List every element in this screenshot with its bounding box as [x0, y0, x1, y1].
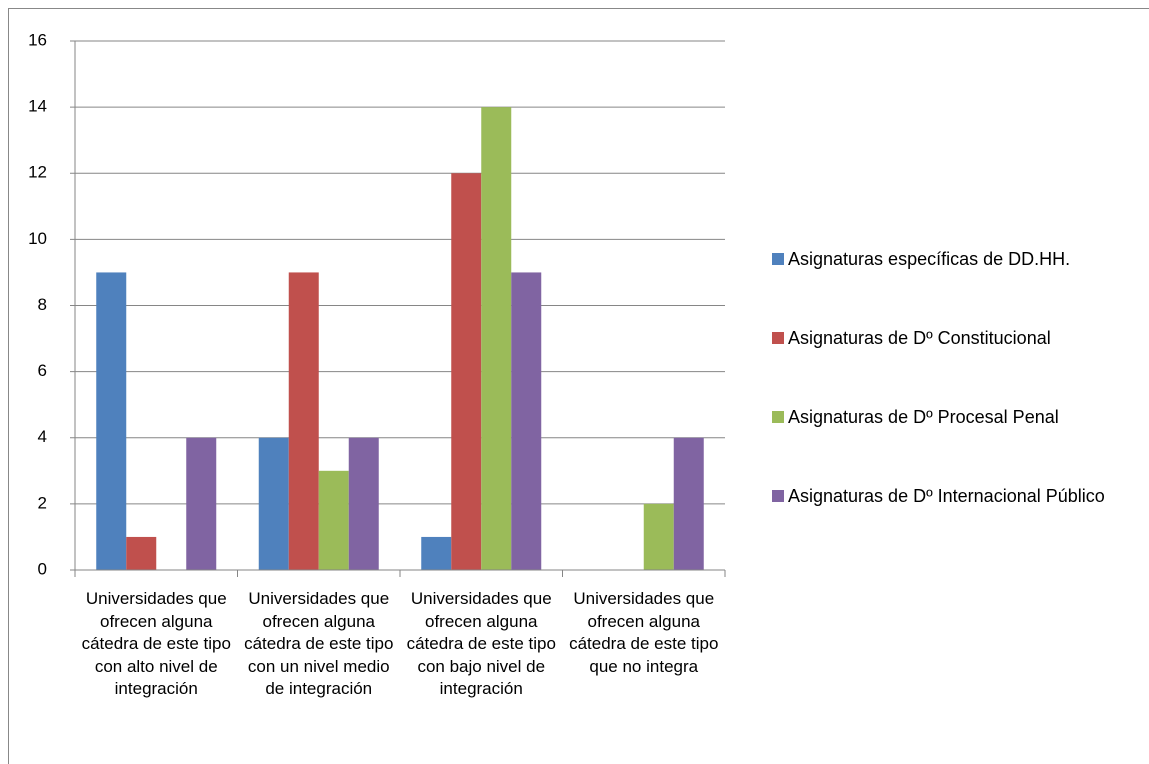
bar [511, 272, 542, 570]
legend-swatch [772, 411, 784, 423]
legend-label: Asignaturas de Dº Procesal Penal [788, 407, 1059, 427]
y-tick-label: 8 [38, 295, 47, 314]
bar [673, 437, 704, 570]
y-tick-label: 16 [28, 30, 47, 49]
y-tick-label: 14 [28, 97, 47, 116]
y-tick-label: 4 [38, 427, 47, 446]
bar [126, 536, 157, 570]
y-tick-label: 0 [38, 559, 47, 578]
legend-item: Asignaturas de Dº Internacional Público [772, 483, 1122, 509]
bar [96, 272, 127, 570]
legend-item: Asignaturas de Dº Procesal Penal [772, 404, 1122, 430]
legend-item: Asignaturas específicas de DD.HH. [772, 246, 1122, 272]
legend-item: Asignaturas de Dº Constitucional [772, 325, 1122, 351]
x-tick-label: Universidades que ofrecen alguna cátedra… [569, 589, 719, 676]
legend-label: Asignaturas de Dº Internacional Público [788, 486, 1105, 506]
y-tick-label: 2 [38, 493, 47, 512]
bar [288, 272, 319, 570]
x-tick-label: Universidades que ofrecen alguna cátedra… [244, 589, 394, 699]
legend-swatch [772, 332, 784, 344]
bar [348, 437, 379, 570]
bar [421, 536, 452, 570]
y-tick-label: 6 [38, 361, 47, 380]
x-tick-label: Universidades que ofrecen alguna cátedra… [406, 589, 556, 699]
legend-swatch [772, 253, 784, 265]
bar [186, 437, 217, 570]
bar [258, 437, 289, 570]
bar [643, 503, 674, 570]
y-tick-label: 12 [28, 163, 47, 182]
y-tick-label: 10 [28, 229, 47, 248]
legend-swatch [772, 490, 784, 502]
bar [451, 173, 482, 570]
bar [318, 470, 349, 570]
bar [481, 107, 512, 570]
legend-label: Asignaturas de Dº Constitucional [788, 328, 1051, 348]
x-tick-label: Universidades que ofrecen alguna cátedra… [81, 589, 231, 699]
legend-label: Asignaturas específicas de DD.HH. [788, 249, 1071, 269]
chart-border [8, 8, 1149, 764]
